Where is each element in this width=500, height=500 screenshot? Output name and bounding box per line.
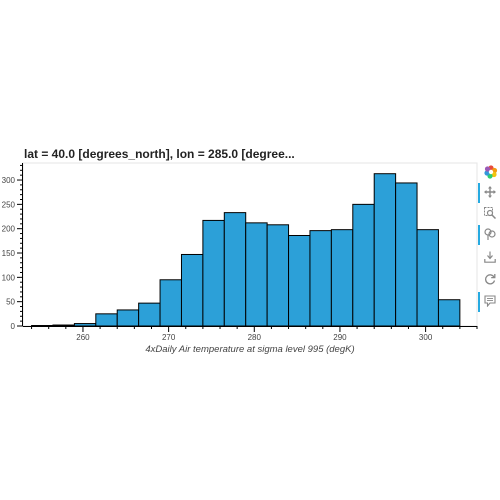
box-zoom-icon [484,207,496,219]
hover-icon [484,295,496,307]
y-tick-label: 300 [2,176,16,185]
y-tick-label: 0 [11,322,16,331]
y-tick-label: 100 [2,273,16,282]
reset-icon [485,274,496,285]
active-indicator [478,225,480,245]
x-tick-label: 270 [162,333,176,342]
wheel-zoom-tool-button[interactable] [478,225,500,245]
bokeh-logo[interactable] [478,162,500,182]
histogram-bar [416,229,439,327]
y-tick-label: 200 [2,225,16,234]
histogram-bar [245,222,268,327]
histogram-bar [159,279,182,327]
histogram-bar [288,234,311,327]
reset-tool-button[interactable] [478,270,500,290]
y-tick-label: 50 [6,298,15,307]
x-tick-label: 300 [419,333,433,342]
histogram-bar [352,203,375,327]
bokeh-logo-icon [484,165,498,179]
pan-tool-button[interactable] [478,183,500,203]
histogram-bar [395,182,418,327]
wheel-zoom-icon [484,228,496,240]
histogram-bar [330,229,354,327]
histogram-bar [73,323,97,327]
hover-tool-button[interactable] [478,292,500,312]
histogram-bar [223,212,247,327]
box-zoom-tool-button[interactable] [478,204,500,224]
chart-title: lat = 40.0 [degrees_north], lon = 285.0 … [24,147,295,161]
histogram-bar [202,219,225,327]
x-tick-label: 280 [248,333,262,342]
histogram-bar [180,253,204,327]
active-indicator [478,292,480,312]
x-tick-label: 290 [333,333,347,342]
histogram-bar [266,224,290,327]
histogram-bar [138,302,161,327]
pan-icon [484,186,496,198]
histogram-bar [116,309,140,327]
histogram-bar [373,173,397,327]
histogram-bar [52,324,75,327]
histogram-bar [437,299,461,327]
save-tool-button[interactable] [478,248,500,268]
y-tick-label: 250 [2,200,16,209]
histogram-bar [309,230,332,327]
active-indicator [478,183,480,203]
histogram-bar [95,313,118,327]
x-tick-label: 260 [76,333,90,342]
save-icon [484,251,496,263]
x-axis-label: 4xDaily Air temperature at sigma level 9… [145,344,355,355]
y-tick-label: 150 [2,249,16,258]
